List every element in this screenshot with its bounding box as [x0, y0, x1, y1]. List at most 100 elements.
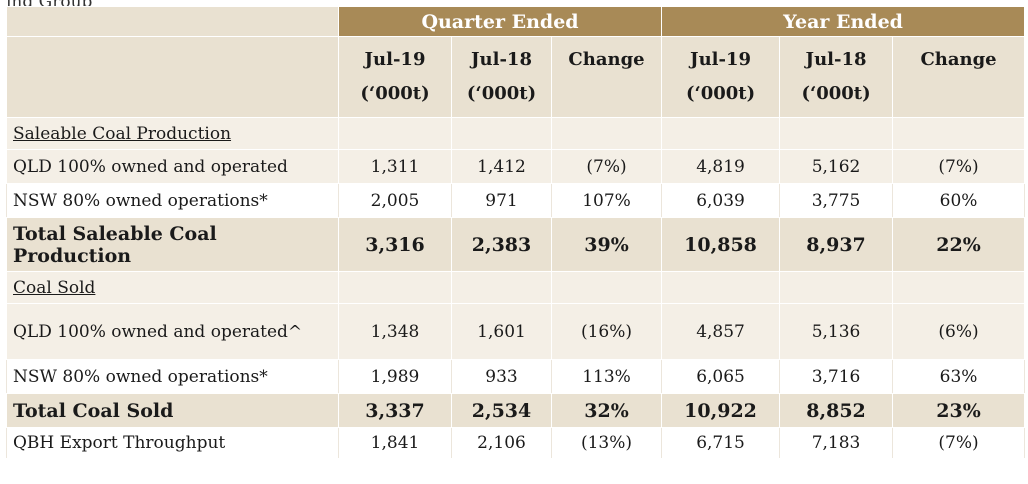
table-cell: 39% — [550, 217, 663, 272]
row-label: NSW 80% owned operations* — [6, 359, 339, 394]
table-cell: 4,857 — [661, 303, 781, 360]
col-header-y-jul18: Jul-18 (‘000t) — [779, 36, 894, 118]
table-section-row: Coal Sold — [6, 271, 1026, 304]
row-label-text: QLD 100% owned and operated^ — [13, 321, 303, 342]
table-cell: 6,065 — [661, 359, 781, 394]
table-cell — [451, 117, 552, 150]
row-label: Saleable Coal Production — [6, 117, 339, 150]
table-cell: (6%) — [892, 303, 1026, 360]
col-header-period: Jul-18 — [805, 49, 867, 70]
table-cell: 7,183 — [779, 427, 894, 459]
table-cell — [451, 271, 552, 304]
table-cell — [892, 271, 1026, 304]
row-label-text: QLD 100% owned and operated — [13, 156, 288, 177]
table-section-row: Saleable Coal Production — [6, 117, 1026, 150]
col-header-period: Jul-18 — [471, 49, 532, 70]
col-header-q-change: Change — [550, 36, 663, 118]
year-ended-header: Year Ended — [661, 6, 1026, 37]
header-group-row: Quarter Ended Year Ended — [6, 6, 1026, 37]
col-header-q-jul19: Jul-19 (‘000t) — [338, 36, 452, 118]
row-label: Total Coal Sold — [6, 393, 339, 428]
table-row: QLD 100% owned and operated 1,311 1,412 (7%… — [6, 149, 1026, 184]
table-cell: 1,841 — [338, 427, 452, 459]
row-label-text: Total Saleable Coal Production — [13, 222, 217, 267]
section-heading: Saleable Coal Production — [13, 123, 232, 144]
table-cell: 1,412 — [451, 149, 552, 184]
table-cell: 8,852 — [779, 393, 894, 428]
table-cell: 1,311 — [338, 149, 452, 184]
table-cell — [779, 117, 894, 150]
col-header-period: Change — [568, 49, 645, 70]
table-cell: 6,715 — [661, 427, 781, 459]
col-header-unit: (‘000t) — [685, 83, 756, 104]
table-cell — [338, 117, 452, 150]
quarter-ended-header: Quarter Ended — [337, 6, 663, 37]
table-cell: 3,316 — [338, 217, 452, 272]
row-label: Total Saleable Coal Production — [6, 217, 339, 272]
table-total-row: Total Saleable Coal Production 3,316 2,383… — [6, 217, 1026, 272]
table-row: QBH Export Throughput 1,841 2,106 (13%) 6,71… — [6, 427, 1026, 459]
col-header-y-jul19: Jul-19 (‘000t) — [661, 36, 781, 118]
col-header-unit: (‘000t) — [360, 83, 430, 104]
table-cell — [661, 117, 781, 150]
table-cell: 2,005 — [338, 183, 452, 218]
table-cell: 1,989 — [338, 359, 452, 394]
table-cell: (7%) — [892, 427, 1026, 459]
row-label: Coal Sold — [6, 271, 339, 304]
table-cell: 60% — [892, 183, 1026, 218]
row-label: QLD 100% owned and operated^ — [6, 303, 339, 360]
table-cell — [892, 117, 1026, 150]
table-cell: 5,162 — [779, 149, 894, 184]
row-label-text: QBH Export Throughput — [13, 433, 226, 453]
table-cell — [661, 271, 781, 304]
table-cell: 971 — [451, 183, 552, 218]
table-cell: 2,534 — [451, 393, 552, 428]
table-cell: 3,775 — [779, 183, 894, 218]
col-header-period: Change — [920, 49, 997, 70]
table-cell: 2,383 — [451, 217, 552, 272]
table-cell: 3,337 — [338, 393, 452, 428]
table-cell — [338, 271, 452, 304]
table-cell — [779, 271, 894, 304]
col-header-unit: (‘000t) — [466, 83, 537, 104]
table-cell: (13%) — [550, 427, 663, 459]
table-cell: 933 — [451, 359, 552, 394]
table-row: QLD 100% owned and operated^ 1,348 1,601 (1… — [6, 303, 1026, 360]
row-label: NSW 80% owned operations* — [6, 183, 339, 218]
table-cell: 63% — [892, 359, 1026, 394]
col-header-period: Jul-19 — [690, 49, 752, 70]
table-cell: 3,716 — [779, 359, 894, 394]
table-cell: 32% — [550, 393, 663, 428]
section-heading: Coal Sold — [13, 277, 96, 298]
table-cell: 107% — [550, 183, 663, 218]
header-column-row: Jul-19 (‘000t) Jul-18 (‘000t) Change Jul-1… — [6, 36, 1026, 118]
table-cell: (7%) — [892, 149, 1026, 184]
table-cell: 5,136 — [779, 303, 894, 360]
table-cell: 22% — [892, 217, 1026, 272]
table-cell: (16%) — [550, 303, 663, 360]
table-cell: 10,858 — [661, 217, 781, 272]
table-cell: (7%) — [550, 149, 663, 184]
row-label-text: NSW 80% owned operations* — [13, 190, 268, 211]
table-cell — [550, 271, 663, 304]
table-cell: 4,819 — [661, 149, 781, 184]
row-label-text: Total Coal Sold — [13, 399, 174, 422]
table-cell: 2,106 — [451, 427, 552, 459]
col-header-period: Jul-19 — [364, 49, 426, 70]
header-label-blank — [6, 36, 339, 118]
table-body: Saleable Coal Production QLD 100% owned a… — [6, 117, 1026, 459]
col-header-y-change: Change — [892, 36, 1026, 118]
table-cell: 1,601 — [451, 303, 552, 360]
table-cell: 10,922 — [661, 393, 781, 428]
table-cell — [550, 117, 663, 150]
table-cell: 8,937 — [779, 217, 894, 272]
table-cell: 23% — [892, 393, 1026, 428]
row-label: QLD 100% owned and operated — [6, 149, 339, 184]
table-cell: 1,348 — [338, 303, 452, 360]
header-corner — [6, 6, 339, 37]
col-header-unit: (‘000t) — [801, 83, 871, 104]
table-row: NSW 80% owned operations* 2,005 971 107% 6,0… — [6, 183, 1026, 218]
table-cell: 6,039 — [661, 183, 781, 218]
row-label: QBH Export Throughput — [6, 427, 339, 459]
coal-production-table: Quarter Ended Year Ended Jul-19 (‘000t) J… — [6, 6, 1026, 459]
